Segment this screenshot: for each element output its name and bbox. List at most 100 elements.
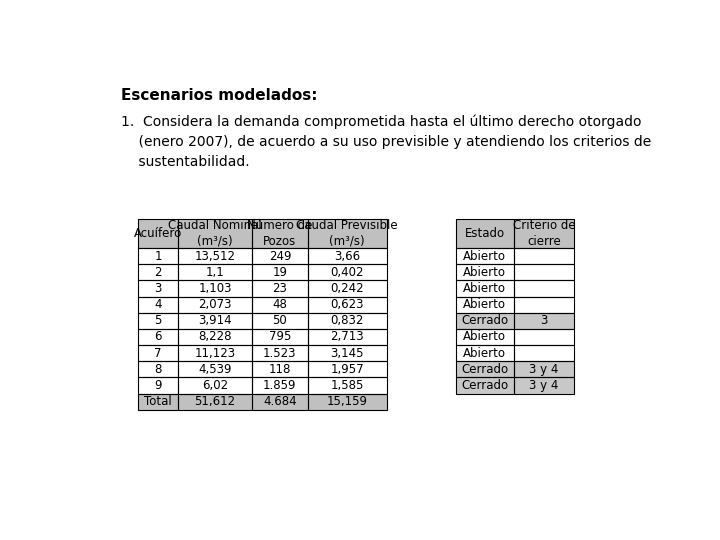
Bar <box>514 296 575 313</box>
Bar <box>307 329 387 345</box>
Bar <box>456 280 514 296</box>
Bar <box>456 296 514 313</box>
Bar <box>456 377 514 394</box>
Bar <box>456 329 514 345</box>
Text: Cerrado: Cerrado <box>462 379 508 392</box>
Bar <box>456 345 514 361</box>
Text: 3,914: 3,914 <box>198 314 232 327</box>
Text: Abierto: Abierto <box>464 298 506 311</box>
Text: 0,402: 0,402 <box>330 266 364 279</box>
Bar <box>307 264 387 280</box>
Bar <box>307 377 387 394</box>
Bar <box>514 264 575 280</box>
Bar <box>307 313 387 329</box>
Bar <box>179 377 252 394</box>
Bar <box>307 280 387 296</box>
Text: 9: 9 <box>155 379 162 392</box>
Bar <box>307 264 387 280</box>
Bar <box>252 377 307 394</box>
Bar <box>179 361 252 377</box>
Bar <box>252 280 307 296</box>
Text: 795: 795 <box>269 330 291 343</box>
Bar <box>252 361 307 377</box>
Text: 11,123: 11,123 <box>194 347 235 360</box>
Bar <box>252 280 307 296</box>
Text: 0,242: 0,242 <box>330 282 364 295</box>
Bar <box>514 313 575 329</box>
Bar <box>252 219 307 248</box>
Text: Abierto: Abierto <box>464 282 506 295</box>
Bar <box>179 345 252 361</box>
Text: Abierto: Abierto <box>464 249 506 262</box>
Bar <box>456 219 514 248</box>
Text: Escenarios modelados:: Escenarios modelados: <box>121 87 318 103</box>
Text: 2,073: 2,073 <box>199 298 232 311</box>
Bar <box>138 394 179 410</box>
Bar <box>138 394 179 410</box>
Bar <box>307 248 387 264</box>
Bar <box>138 361 179 377</box>
Bar <box>252 264 307 280</box>
Text: 50: 50 <box>272 314 287 327</box>
Bar <box>138 280 179 296</box>
Bar <box>307 296 387 313</box>
Text: Estado: Estado <box>465 227 505 240</box>
Bar <box>138 280 179 296</box>
Bar <box>179 329 252 345</box>
Text: 1.  Considera la demanda comprometida hasta el último derecho otorgado
    (ener: 1. Considera la demanda comprometida has… <box>121 114 651 170</box>
Bar <box>514 345 575 361</box>
Text: 3,66: 3,66 <box>334 249 361 262</box>
Bar <box>179 377 252 394</box>
Text: 1.859: 1.859 <box>263 379 297 392</box>
Text: 1.523: 1.523 <box>263 347 297 360</box>
Bar <box>307 313 387 329</box>
Bar <box>138 377 179 394</box>
Text: 1,1: 1,1 <box>206 266 225 279</box>
Bar <box>179 345 252 361</box>
Bar <box>252 394 307 410</box>
Bar <box>514 345 575 361</box>
Bar <box>252 313 307 329</box>
Bar <box>456 248 514 264</box>
Text: 23: 23 <box>272 282 287 295</box>
Bar <box>252 248 307 264</box>
Text: Acuífero: Acuífero <box>134 227 182 240</box>
Text: 0,623: 0,623 <box>330 298 364 311</box>
Bar <box>138 264 179 280</box>
Bar <box>179 394 252 410</box>
Bar <box>138 313 179 329</box>
Bar <box>307 280 387 296</box>
Bar <box>307 248 387 264</box>
Text: Cerrado: Cerrado <box>462 363 508 376</box>
Bar <box>514 264 575 280</box>
Bar <box>179 280 252 296</box>
Bar <box>179 361 252 377</box>
Bar <box>307 394 387 410</box>
Bar <box>514 361 575 377</box>
Text: 19: 19 <box>272 266 287 279</box>
Bar <box>138 361 179 377</box>
Bar <box>514 377 575 394</box>
Text: Abierto: Abierto <box>464 347 506 360</box>
Bar <box>252 345 307 361</box>
Bar <box>307 345 387 361</box>
Text: 3: 3 <box>541 314 548 327</box>
Bar <box>138 296 179 313</box>
Bar <box>138 219 179 248</box>
Bar <box>252 361 307 377</box>
Bar <box>456 219 514 248</box>
Bar <box>307 361 387 377</box>
Bar <box>307 296 387 313</box>
Bar <box>456 361 514 377</box>
Bar <box>252 313 307 329</box>
Bar <box>456 264 514 280</box>
Text: 8,228: 8,228 <box>199 330 232 343</box>
Bar <box>138 329 179 345</box>
Bar <box>138 248 179 264</box>
Text: 6: 6 <box>155 330 162 343</box>
Text: Total: Total <box>144 395 172 408</box>
Text: 3: 3 <box>155 282 162 295</box>
Text: Caudal Previsible
(m³/s): Caudal Previsible (m³/s) <box>297 219 398 248</box>
Bar <box>138 345 179 361</box>
Bar <box>138 345 179 361</box>
